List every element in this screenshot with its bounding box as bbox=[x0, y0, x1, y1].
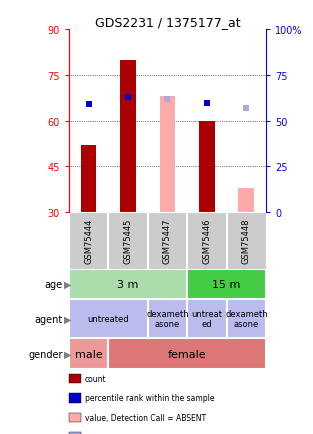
Bar bbox=[187, 299, 227, 339]
Title: GDS2231 / 1375177_at: GDS2231 / 1375177_at bbox=[95, 16, 240, 29]
Bar bbox=[120, 61, 136, 213]
Bar bbox=[187, 269, 266, 299]
Text: ▶: ▶ bbox=[64, 349, 71, 358]
Text: untreated: untreated bbox=[88, 315, 129, 323]
Text: GSM75445: GSM75445 bbox=[124, 218, 132, 263]
Text: GSM75447: GSM75447 bbox=[163, 218, 172, 263]
Bar bbox=[69, 269, 187, 299]
Bar bbox=[199, 122, 215, 213]
Text: GSM75446: GSM75446 bbox=[203, 218, 211, 263]
Text: GSM75444: GSM75444 bbox=[84, 218, 93, 263]
Bar bbox=[148, 299, 187, 339]
Text: female: female bbox=[168, 349, 207, 358]
Text: age: age bbox=[44, 279, 63, 289]
Text: untreat
ed: untreat ed bbox=[191, 309, 223, 329]
Text: dexameth
asone: dexameth asone bbox=[146, 309, 189, 329]
Bar bbox=[69, 299, 148, 339]
Text: 15 m: 15 m bbox=[213, 279, 241, 289]
Bar bbox=[81, 146, 96, 213]
Text: agent: agent bbox=[34, 314, 63, 324]
Text: value, Detection Call = ABSENT: value, Detection Call = ABSENT bbox=[85, 413, 206, 422]
Text: GSM75448: GSM75448 bbox=[242, 218, 251, 263]
Text: ▶: ▶ bbox=[64, 279, 71, 289]
Text: percentile rank within the sample: percentile rank within the sample bbox=[85, 394, 214, 402]
Bar bbox=[227, 299, 266, 339]
Bar bbox=[69, 339, 108, 369]
Text: male: male bbox=[75, 349, 102, 358]
Text: ▶: ▶ bbox=[64, 314, 71, 324]
Text: 3 m: 3 m bbox=[117, 279, 139, 289]
Text: rank, Detection Call = ABSENT: rank, Detection Call = ABSENT bbox=[85, 433, 202, 434]
Bar bbox=[239, 188, 254, 213]
Text: gender: gender bbox=[28, 349, 63, 358]
Text: count: count bbox=[85, 374, 106, 383]
Text: dexameth
asone: dexameth asone bbox=[225, 309, 268, 329]
Bar bbox=[160, 97, 175, 213]
Bar bbox=[108, 339, 266, 369]
